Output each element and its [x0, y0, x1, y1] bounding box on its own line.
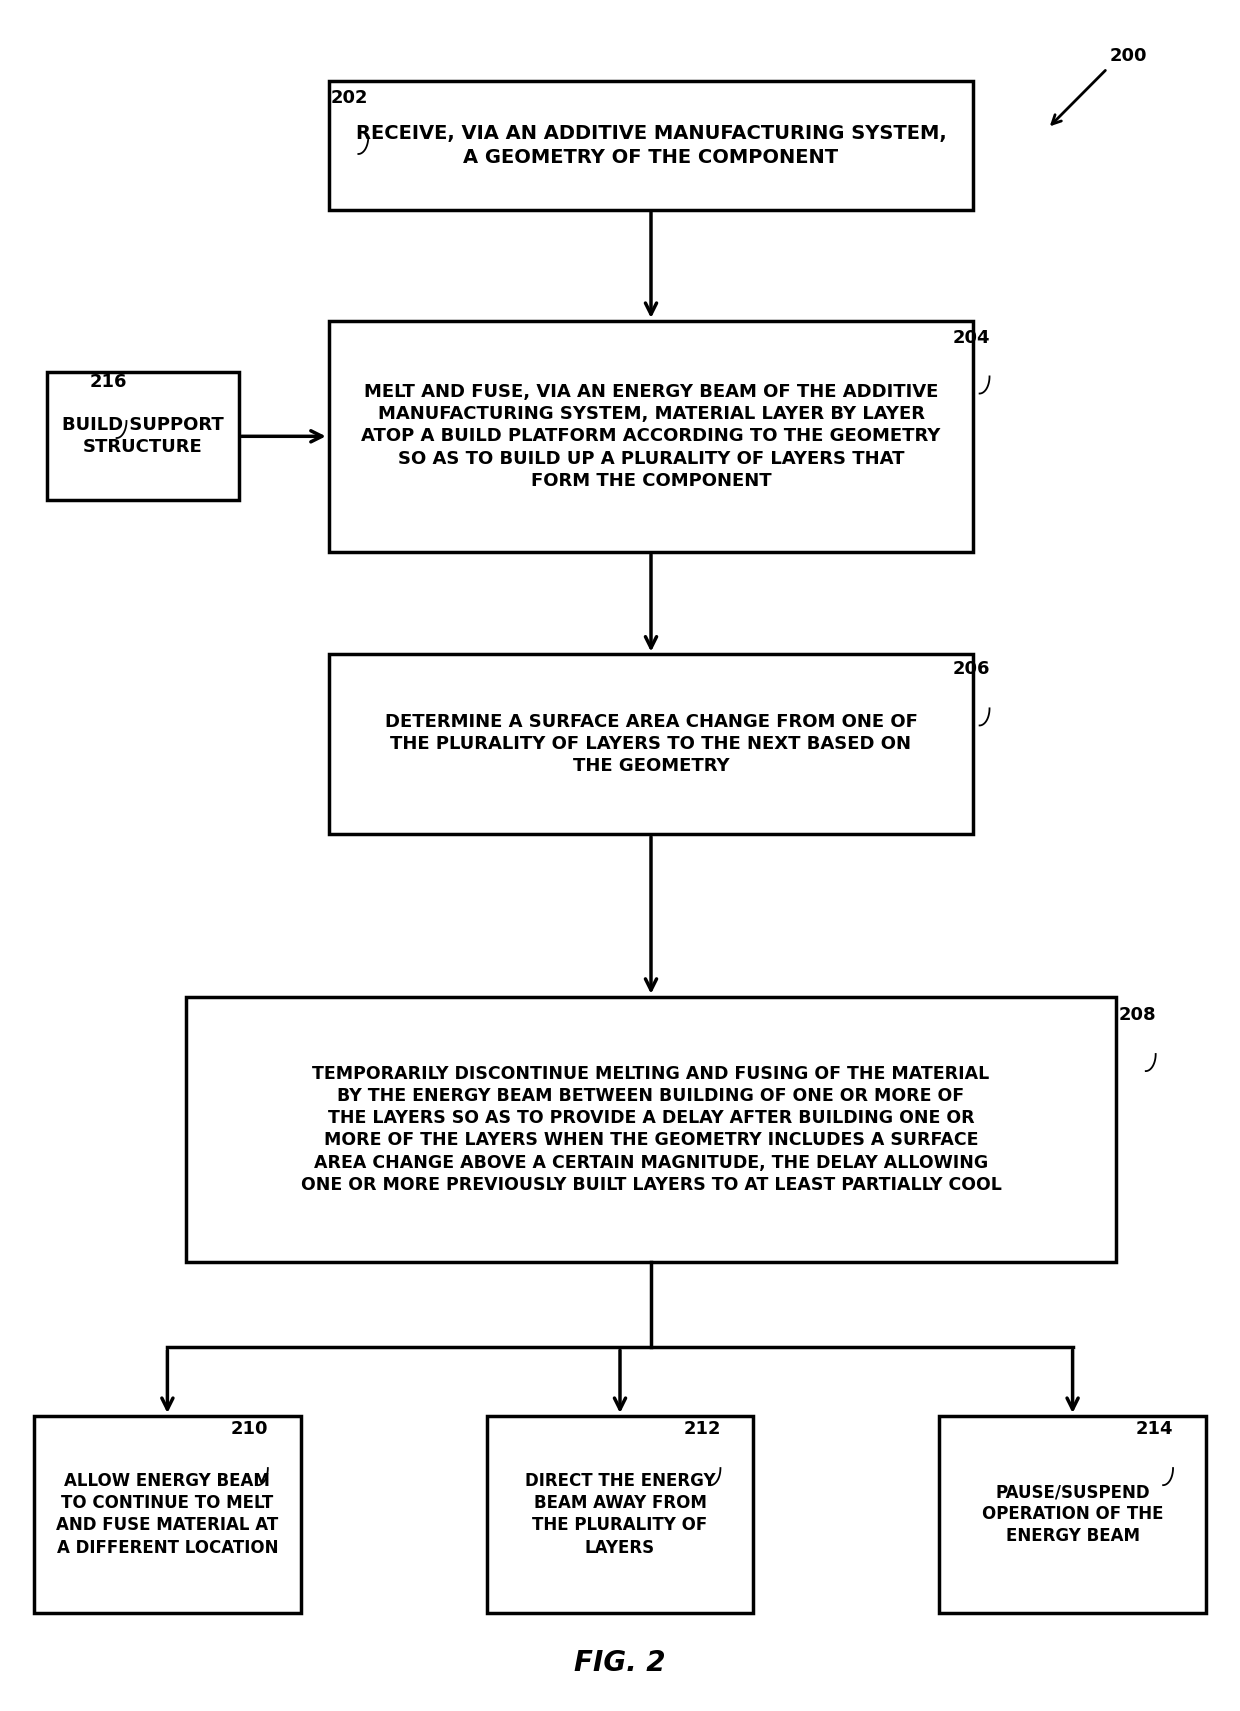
Text: 204: 204 [952, 329, 990, 347]
Text: DIRECT THE ENERGY
BEAM AWAY FROM
THE PLURALITY OF
LAYERS: DIRECT THE ENERGY BEAM AWAY FROM THE PLU… [525, 1471, 715, 1557]
FancyBboxPatch shape [35, 1417, 300, 1612]
Text: RECEIVE, VIA AN ADDITIVE MANUFACTURING SYSTEM,
A GEOMETRY OF THE COMPONENT: RECEIVE, VIA AN ADDITIVE MANUFACTURING S… [356, 125, 946, 166]
Text: 216: 216 [89, 373, 126, 392]
FancyBboxPatch shape [186, 996, 1116, 1263]
Text: PAUSE/SUSPEND
OPERATION OF THE
ENERGY BEAM: PAUSE/SUSPEND OPERATION OF THE ENERGY BE… [982, 1483, 1163, 1545]
Text: ALLOW ENERGY BEAM
TO CONTINUE TO MELT
AND FUSE MATERIAL AT
A DIFFERENT LOCATION: ALLOW ENERGY BEAM TO CONTINUE TO MELT AN… [56, 1471, 279, 1557]
Text: 214: 214 [1136, 1420, 1173, 1439]
Text: MELT AND FUSE, VIA AN ENERGY BEAM OF THE ADDITIVE
MANUFACTURING SYSTEM, MATERIAL: MELT AND FUSE, VIA AN ENERGY BEAM OF THE… [361, 383, 941, 489]
FancyBboxPatch shape [329, 655, 973, 835]
Text: 200: 200 [1110, 48, 1147, 65]
Text: TEMPORARILY DISCONTINUE MELTING AND FUSING OF THE MATERIAL
BY THE ENERGY BEAM BE: TEMPORARILY DISCONTINUE MELTING AND FUSI… [300, 1064, 1002, 1194]
FancyBboxPatch shape [329, 322, 973, 553]
FancyBboxPatch shape [329, 82, 973, 209]
FancyBboxPatch shape [47, 373, 238, 500]
Text: BUILD SUPPORT
STRUCTURE: BUILD SUPPORT STRUCTURE [62, 416, 223, 457]
FancyBboxPatch shape [940, 1417, 1205, 1612]
FancyBboxPatch shape [486, 1417, 754, 1612]
Text: 210: 210 [231, 1420, 268, 1439]
Text: 206: 206 [952, 660, 990, 679]
Text: 212: 212 [683, 1420, 720, 1439]
Text: 202: 202 [331, 89, 368, 108]
Text: FIG. 2: FIG. 2 [574, 1649, 666, 1677]
Text: DETERMINE A SURFACE AREA CHANGE FROM ONE OF
THE PLURALITY OF LAYERS TO THE NEXT : DETERMINE A SURFACE AREA CHANGE FROM ONE… [384, 713, 918, 775]
Text: 208: 208 [1118, 1006, 1156, 1025]
